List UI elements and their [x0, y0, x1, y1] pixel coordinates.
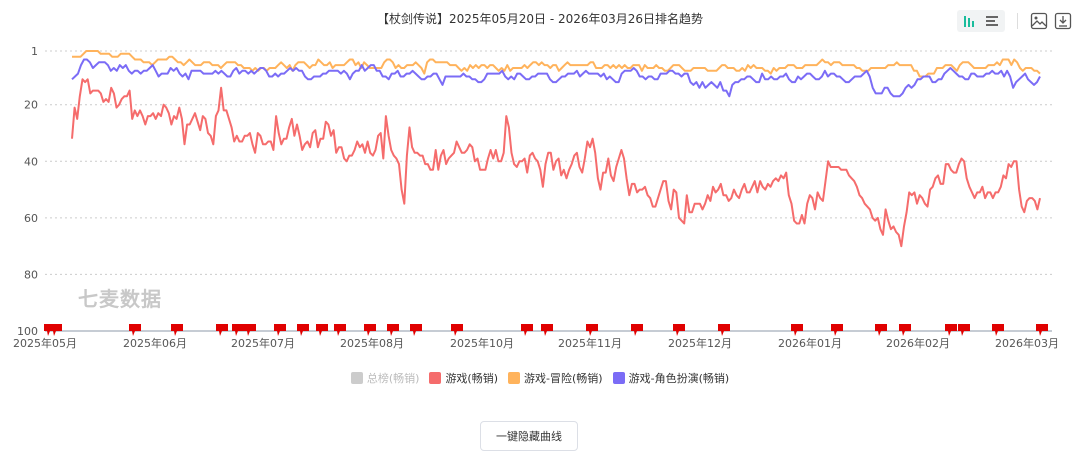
x-tick-label: 2025年11月: [558, 336, 622, 350]
flag-icon[interactable]: [541, 324, 553, 336]
flag-icon[interactable]: [232, 324, 244, 336]
series-line: [71, 58, 1041, 98]
bar-chart-icon[interactable]: [961, 12, 979, 30]
y-tick-label: 1: [31, 45, 38, 58]
x-tick-label: 2025年12月: [668, 336, 732, 350]
flag-icon[interactable]: [958, 324, 970, 336]
flag-icon[interactable]: [50, 324, 62, 336]
flag-icon[interactable]: [364, 324, 376, 336]
flag-icon[interactable]: [316, 324, 328, 336]
watermark: 七麦数据: [78, 287, 162, 311]
legend-label: 游戏(畅销): [445, 372, 499, 385]
flag-icon[interactable]: [451, 324, 463, 336]
x-tick-label: 2025年10月: [450, 336, 514, 350]
event-flags[interactable]: [44, 324, 1048, 336]
series-line: [72, 50, 1041, 78]
flag-icon[interactable]: [129, 324, 141, 336]
legend-item[interactable]: 游戏(畅销): [429, 370, 498, 386]
legend-swatch: [508, 372, 521, 384]
flag-icon[interactable]: [586, 324, 598, 336]
flag-icon[interactable]: [718, 324, 730, 336]
flag-icon[interactable]: [274, 324, 286, 336]
y-tick-label: 80: [24, 268, 38, 281]
flag-icon[interactable]: [387, 324, 399, 336]
flag-icon[interactable]: [831, 324, 843, 336]
legend-swatch: [429, 372, 442, 384]
flag-icon[interactable]: [945, 324, 957, 336]
x-tick-label: 2026年01月: [778, 336, 842, 350]
hide-all-curves-button[interactable]: 一键隐藏曲线: [480, 421, 578, 451]
legend-item[interactable]: 游戏-冒险(畅销): [508, 370, 603, 386]
series-lines: [71, 50, 1041, 248]
download-icon[interactable]: [1054, 12, 1072, 30]
x-tick-label: 2025年05月: [13, 336, 77, 350]
list-icon[interactable]: [983, 12, 1001, 30]
view-toggle: [957, 10, 1005, 32]
flag-icon[interactable]: [631, 324, 643, 336]
y-tick-label: 20: [24, 99, 38, 112]
y-tick-label: 100: [17, 325, 38, 338]
legend-label: 游戏-角色扮演(畅销): [628, 372, 730, 385]
y-tick-label: 60: [24, 212, 38, 225]
y-tick-label: 40: [24, 155, 38, 168]
flag-icon[interactable]: [673, 324, 685, 336]
x-tick-label: 2025年07月: [231, 336, 295, 350]
flag-icon[interactable]: [899, 324, 911, 336]
legend-item[interactable]: 总榜(畅销): [350, 370, 420, 386]
flag-icon[interactable]: [216, 324, 228, 336]
legend-item[interactable]: 游戏-角色扮演(畅销): [612, 370, 730, 386]
flag-icon[interactable]: [410, 324, 422, 336]
flag-icon[interactable]: [171, 324, 183, 336]
legend-swatch: [350, 372, 363, 384]
chart-toolbar: [957, 10, 1072, 32]
x-tick-label: 2026年02月: [886, 336, 950, 350]
x-tick-label: 2025年06月: [123, 336, 187, 350]
legend-label: 总榜(畅销): [366, 372, 420, 385]
flag-icon[interactable]: [992, 324, 1004, 336]
image-download-icon[interactable]: [1030, 12, 1048, 30]
flag-icon[interactable]: [334, 324, 346, 336]
x-tick-label: 2026年03月: [995, 336, 1059, 350]
x-axis-labels: 2025年05月 2025年06月 2025年07月 2025年08月 2025年10月…: [13, 336, 1059, 350]
flag-icon[interactable]: [297, 324, 309, 336]
legend-label: 游戏-冒险(畅销): [524, 372, 603, 385]
y-axis-labels: 1 20 40 60 80 100: [17, 45, 38, 338]
flag-icon[interactable]: [875, 324, 887, 336]
x-tick-label: 2025年08月: [340, 336, 404, 350]
flag-icon[interactable]: [521, 324, 533, 336]
chart-legend: 总榜(畅销) 游戏(畅销) 游戏-冒险(畅销) 游戏-角色扮演(畅销): [0, 370, 1080, 386]
flag-icon[interactable]: [244, 324, 256, 336]
legend-swatch: [612, 372, 625, 384]
flag-icon[interactable]: [791, 324, 803, 336]
series-line: [71, 78, 1041, 248]
chart-title: 【杖剑传说】2025年05月20日 - 2026年03月26日排名趋势: [376, 12, 704, 26]
toolbar-divider: [1017, 13, 1018, 29]
flag-icon[interactable]: [1036, 324, 1048, 336]
